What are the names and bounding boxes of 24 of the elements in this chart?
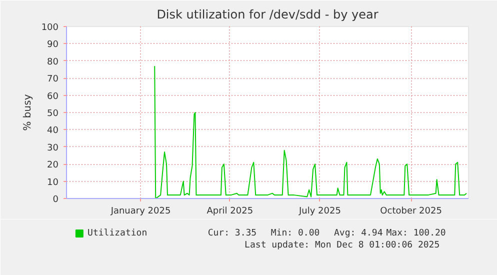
y-axis-title: % busy: [22, 94, 34, 131]
text: Max: 100.20: [386, 228, 446, 238]
y-tick-label: 10: [47, 178, 59, 188]
text: Min: 0.00: [270, 228, 320, 238]
y-tick-label: 30: [47, 143, 59, 154]
y-tick-label: 20: [47, 160, 59, 171]
y-tick-label: 70: [47, 74, 59, 85]
legend-label: Utilization: [88, 228, 148, 238]
y-tick-label: 60: [47, 92, 59, 102]
chart-title: Disk utilization for /dev/sdd - by year: [156, 8, 378, 22]
y-tick-label: 0: [52, 195, 59, 205]
y-tick-label: 100: [41, 23, 59, 33]
y-tick-label: 80: [47, 57, 59, 68]
y-tick-label: 40: [47, 126, 59, 136]
x-tick-label: October 2025: [380, 206, 442, 216]
text: Cur: 3.35: [208, 228, 257, 238]
x-tick-label: July 2025: [298, 206, 341, 216]
y-tick-label: 90: [47, 40, 59, 50]
x-tick-label: January 2025: [110, 206, 171, 216]
text: Avg: 4.94: [334, 228, 383, 238]
text: Last update: Mon Dec 8 01:00:06 2025: [244, 240, 440, 250]
line-series: [154, 66, 468, 198]
x-tick-label: April 2025: [206, 206, 254, 216]
y-tick-label: 50: [47, 109, 59, 119]
